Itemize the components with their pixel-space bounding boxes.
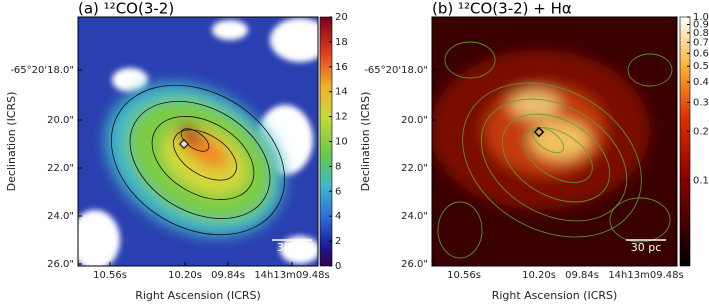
- colorbar-tick-label: 0.7: [693, 37, 709, 48]
- y-tick-label: 22.0": [401, 163, 428, 174]
- scale-bar-label: 30 pc: [277, 241, 308, 254]
- colorbar-tick-label: 1.0: [693, 12, 709, 23]
- x-tick-label: 10.20s: [522, 270, 556, 281]
- y-tick-label: -65°20'18.0": [364, 65, 428, 76]
- colorbar-tick-label: 0.3: [693, 97, 709, 108]
- y-tick-label: 24.0": [401, 211, 428, 222]
- colorbar-tick-label: 0.6: [693, 48, 709, 59]
- colorbar-tick-label: 0.1: [693, 176, 709, 187]
- x-tick-label: 09.84s: [211, 270, 245, 281]
- colorbar-tick-label: 0.2: [693, 126, 709, 137]
- halpha-map: [432, 17, 677, 266]
- colorbar-tick-label: 12: [335, 112, 348, 123]
- x-tick-label: 14h13m09.48s: [254, 270, 329, 281]
- colorbar-tick-label: 20: [335, 12, 348, 23]
- x-tick-label: 14h13m09.48s: [608, 270, 683, 281]
- colorbar-tick-label: 0.8: [693, 28, 709, 39]
- y-axis-label: Declination (ICRS): [359, 92, 372, 192]
- x-axis-label: Right Ascension (ICRS): [492, 289, 618, 302]
- frame: [431, 16, 678, 267]
- y-tick-label: 26.0": [47, 259, 74, 270]
- colorbar: [679, 16, 691, 267]
- colorbar-tick-label: 14: [335, 87, 348, 98]
- colorbar-tick-label: 10: [335, 137, 348, 148]
- x-tick-label: 09.84s: [565, 270, 599, 281]
- y-tick-label: 20.0": [401, 115, 428, 126]
- colorbar-tick-label: 4: [335, 211, 341, 222]
- panel-title: (b) ¹²CO(3-2) + Hα: [432, 0, 572, 18]
- co-map: [78, 17, 318, 266]
- y-tick-label: 26.0": [401, 259, 428, 270]
- scale-bar-label: 30 pc: [631, 241, 662, 254]
- x-tick-label: 10.56s: [447, 270, 481, 281]
- colorbar-tick-label: 8: [335, 161, 341, 172]
- y-tick-label: 22.0": [47, 163, 74, 174]
- colorbar-tick-label: 16: [335, 62, 348, 73]
- x-tick-label: 10.20s: [168, 270, 202, 281]
- panel-title: (a) ¹²CO(3-2): [78, 0, 174, 18]
- colorbar-tick-label: 0.9: [693, 19, 709, 30]
- y-tick-label: 20.0": [47, 115, 74, 126]
- y-tick-label: -65°20'18.0": [10, 65, 74, 76]
- colorbar-tick-label: 0: [335, 261, 341, 272]
- colorbar-tick-label: 18: [335, 37, 348, 48]
- x-axis-label: Right Ascension (ICRS): [135, 289, 261, 302]
- colorbar-tick-label: 2: [335, 236, 341, 247]
- frame: [77, 16, 319, 267]
- colorbar-tick-label: 0.4: [693, 77, 709, 88]
- y-tick-label: 24.0": [47, 211, 74, 222]
- colorbar-tick-label: 6: [335, 186, 341, 197]
- colorbar-tick-label: 0.5: [693, 61, 709, 72]
- y-axis-label: Declination (ICRS): [5, 92, 18, 192]
- x-tick-label: 10.56s: [93, 270, 127, 281]
